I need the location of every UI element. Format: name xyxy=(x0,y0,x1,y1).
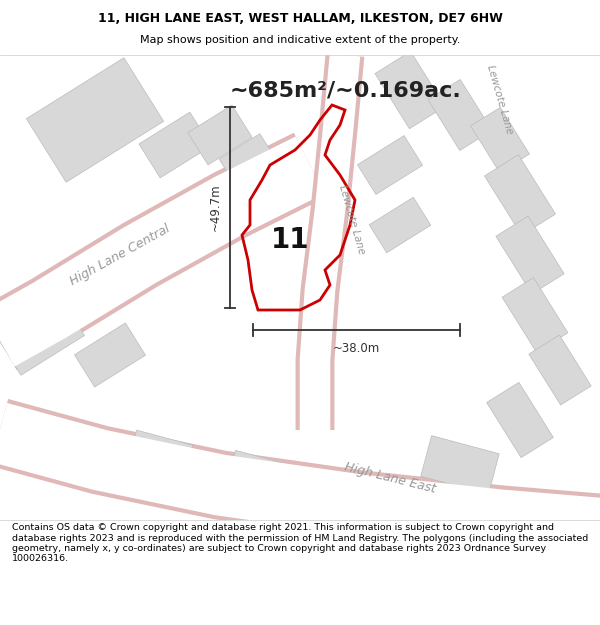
Bar xyxy=(470,107,529,172)
Bar xyxy=(26,58,164,182)
Text: Lewcote Lane: Lewcote Lane xyxy=(485,64,515,136)
Text: 11: 11 xyxy=(271,226,309,254)
Bar xyxy=(529,335,591,405)
Bar xyxy=(375,51,445,129)
Bar xyxy=(358,136,422,194)
Bar xyxy=(421,436,499,494)
Text: Lewcote Lane: Lewcote Lane xyxy=(337,184,367,256)
Text: Map shows position and indicative extent of the property.: Map shows position and indicative extent… xyxy=(140,35,460,45)
Bar xyxy=(127,430,193,480)
Text: High Lane East: High Lane East xyxy=(343,461,437,496)
Bar xyxy=(502,278,568,352)
Bar xyxy=(484,155,556,235)
Bar xyxy=(496,216,564,294)
Text: High Lane Central: High Lane Central xyxy=(68,222,172,288)
Bar xyxy=(226,451,293,499)
Bar xyxy=(188,105,252,165)
Text: ~38.0m: ~38.0m xyxy=(333,342,380,355)
Bar xyxy=(139,112,211,178)
Text: ~685m²/~0.169ac.: ~685m²/~0.169ac. xyxy=(230,80,462,100)
Bar xyxy=(74,323,146,387)
Text: ~49.7m: ~49.7m xyxy=(209,184,222,231)
Bar xyxy=(219,134,277,186)
Text: Contains OS data © Crown copyright and database right 2021. This information is : Contains OS data © Crown copyright and d… xyxy=(12,523,588,563)
Text: 11, HIGH LANE EAST, WEST HALLAM, ILKESTON, DE7 6HW: 11, HIGH LANE EAST, WEST HALLAM, ILKESTO… xyxy=(98,12,502,25)
Bar xyxy=(487,382,553,458)
Bar xyxy=(428,79,492,151)
Bar xyxy=(369,198,431,252)
Bar xyxy=(0,295,85,375)
